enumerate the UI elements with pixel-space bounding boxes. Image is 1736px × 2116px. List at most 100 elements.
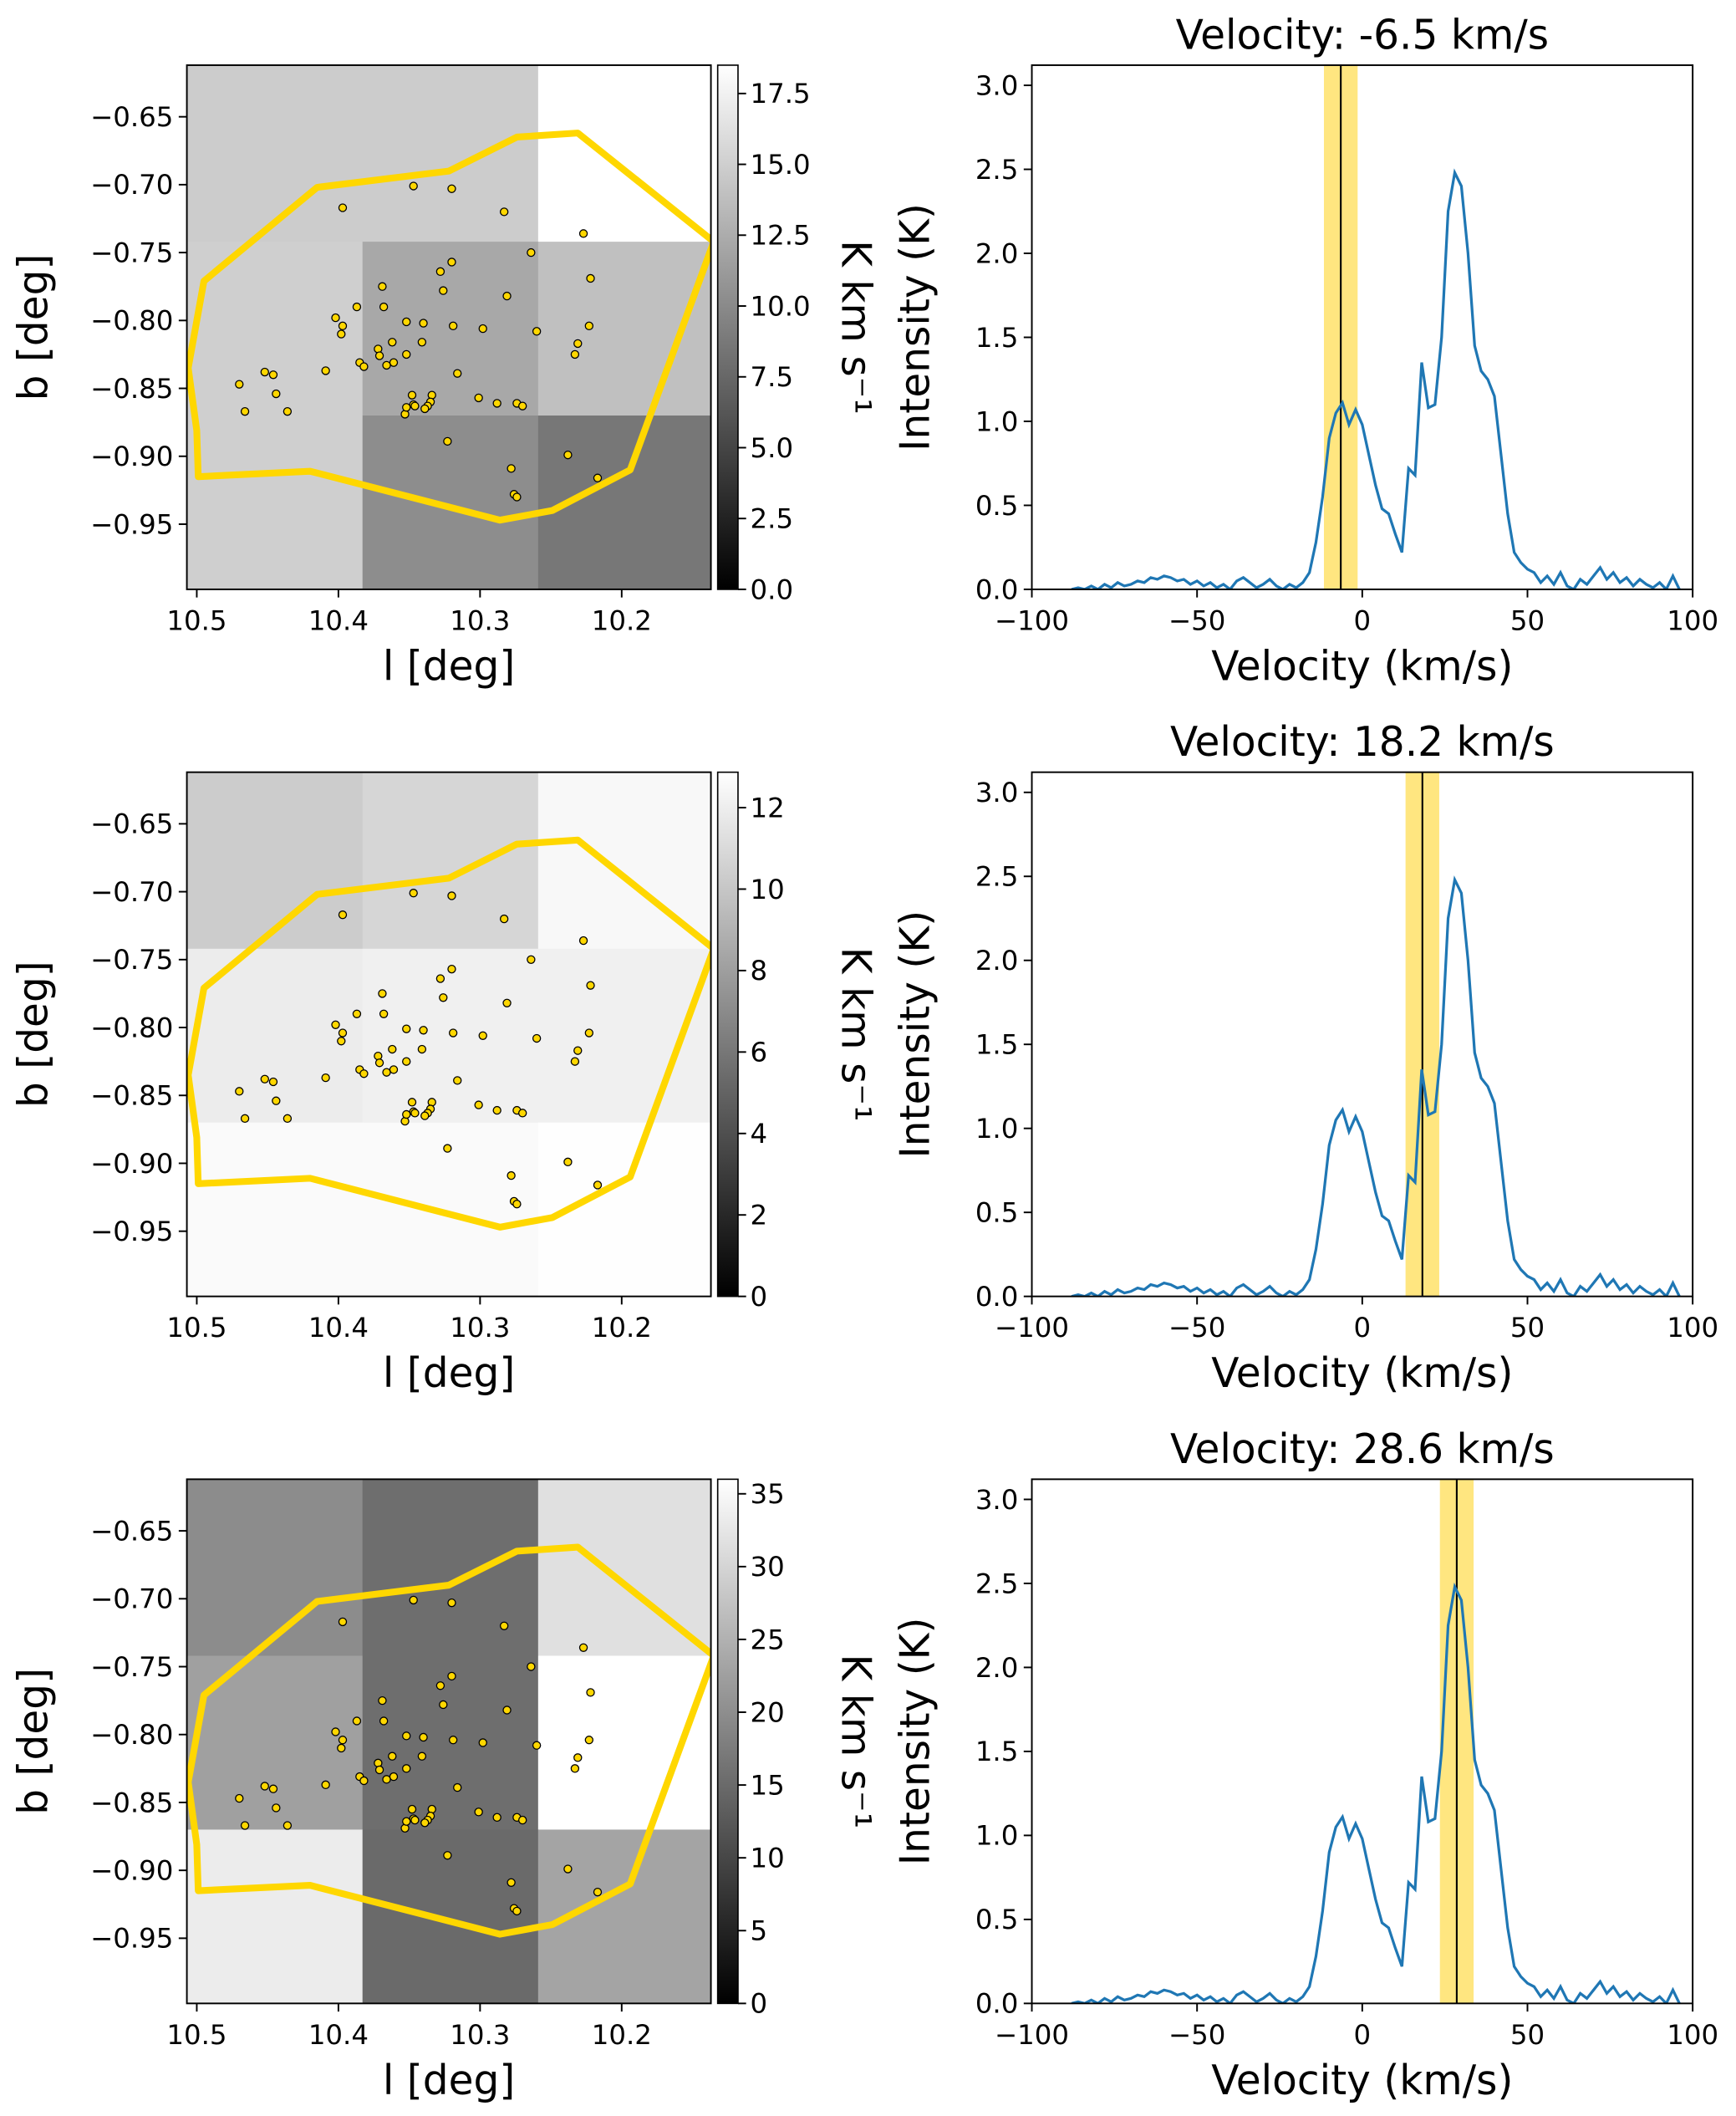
source-point — [409, 889, 418, 898]
source-point — [527, 1662, 536, 1671]
colorbar — [716, 64, 739, 590]
heat-cell — [186, 1122, 364, 1297]
y-tick-label: 0.5 — [975, 1197, 1019, 1229]
source-point — [382, 1775, 391, 1784]
x-tick-label: −50 — [1168, 2019, 1225, 2051]
source-point — [478, 1738, 487, 1747]
source-point — [283, 1114, 293, 1124]
spectrum-line — [1071, 1582, 1681, 2004]
y-tick-label: 0.0 — [975, 1988, 1019, 2020]
y-tick-label: −0.70 — [90, 169, 173, 201]
source-point — [240, 406, 250, 416]
map-area — [186, 64, 711, 589]
axes-frame — [186, 1478, 712, 2005]
source-point — [593, 1887, 603, 1897]
x-tick-label: 50 — [1510, 605, 1545, 637]
y-tick-label: −0.90 — [90, 1855, 173, 1887]
source-point — [518, 1815, 527, 1825]
colorbar — [716, 1478, 739, 2005]
source-point — [420, 1111, 430, 1120]
source-point — [492, 1813, 501, 1822]
source-point — [499, 914, 509, 924]
y-tick-label: −0.95 — [90, 1923, 173, 1955]
source-point — [235, 380, 244, 389]
source-point — [359, 362, 369, 371]
colorbar-tick-label: 17.5 — [751, 78, 811, 110]
source-point — [573, 1046, 583, 1055]
source-point — [407, 1098, 417, 1107]
y-tick-label: −0.65 — [90, 1515, 173, 1547]
x-tick-label: −50 — [1168, 1312, 1225, 1344]
source-point — [382, 360, 391, 370]
x-tick-label: 100 — [1667, 605, 1718, 637]
source-point — [352, 1716, 362, 1726]
x-axis-label: Velocity (km/s) — [1211, 643, 1513, 690]
y-tick-label: −0.85 — [90, 1787, 173, 1818]
x-tick-label: 0 — [1354, 605, 1372, 637]
source-point — [338, 321, 348, 331]
y-axis-label: b [deg] — [11, 1668, 58, 1815]
source-point — [272, 389, 281, 399]
y-tick-label: −0.95 — [90, 508, 173, 540]
source-point — [532, 1033, 542, 1043]
source-point — [478, 324, 487, 334]
x-tick-label: 10.5 — [166, 2019, 227, 2051]
y-axis-label: b [deg] — [11, 254, 58, 401]
y-tick-label: 1.0 — [975, 1820, 1019, 1852]
x-tick-label: 100 — [1667, 1312, 1718, 1344]
source-point — [382, 1068, 391, 1077]
source-point — [448, 1736, 458, 1745]
colorbar-tick-label: 0 — [751, 1281, 768, 1313]
heat-cell — [362, 1479, 539, 1657]
source-point — [447, 891, 456, 900]
y-tick-label: 1.5 — [975, 322, 1019, 354]
y-tick-label: 0.0 — [975, 1281, 1019, 1313]
source-point — [518, 1109, 527, 1118]
source-point — [402, 1024, 411, 1033]
source-point — [409, 181, 418, 191]
source-point — [260, 367, 269, 377]
y-tick-label: 0.5 — [975, 490, 1019, 522]
colorbar-tick-label: 30 — [751, 1551, 785, 1583]
colorbar-tick-label: 4 — [751, 1118, 768, 1150]
source-point — [439, 286, 448, 295]
source-point — [407, 1804, 417, 1814]
x-axis-label: Velocity (km/s) — [1211, 1350, 1513, 1397]
y-tick-label: 0.5 — [975, 1904, 1019, 1935]
source-point — [563, 450, 573, 460]
source-point — [447, 257, 456, 267]
colorbar-tick-label: 0.0 — [751, 574, 794, 605]
source-point — [512, 492, 522, 502]
x-tick-label: −100 — [995, 1312, 1069, 1344]
colorbar-tick-label: 20 — [751, 1696, 785, 1728]
source-point — [448, 321, 458, 331]
source-point — [453, 1782, 462, 1792]
source-point — [443, 1144, 452, 1153]
source-point — [410, 1109, 420, 1118]
colorbar-tick-label: 10 — [751, 874, 785, 905]
source-point — [417, 1044, 427, 1054]
colorbar-tick-label: 2.5 — [751, 503, 794, 535]
source-point — [435, 1681, 445, 1690]
colorbar-tick-label: 15.0 — [751, 149, 811, 181]
source-point — [379, 1009, 389, 1018]
source-point — [578, 229, 588, 238]
source-point — [573, 339, 583, 349]
source-point — [478, 1031, 487, 1040]
x-tick-label: 10.5 — [166, 605, 227, 637]
axes-frame — [1031, 771, 1694, 1298]
x-tick-label: 10.2 — [592, 605, 652, 637]
plot-area — [1071, 64, 1681, 589]
y-tick-label: −0.85 — [90, 373, 173, 405]
source-point — [389, 358, 399, 367]
source-point — [260, 1782, 269, 1791]
axes-frame — [1031, 1478, 1694, 2005]
plot-area — [1071, 772, 1681, 1297]
x-tick-label: 10.2 — [592, 2019, 652, 2051]
map-area — [186, 1479, 711, 2004]
source-point — [240, 1114, 250, 1124]
region-outline — [186, 1543, 711, 1938]
heat-cell — [186, 64, 364, 242]
source-point — [268, 370, 278, 380]
